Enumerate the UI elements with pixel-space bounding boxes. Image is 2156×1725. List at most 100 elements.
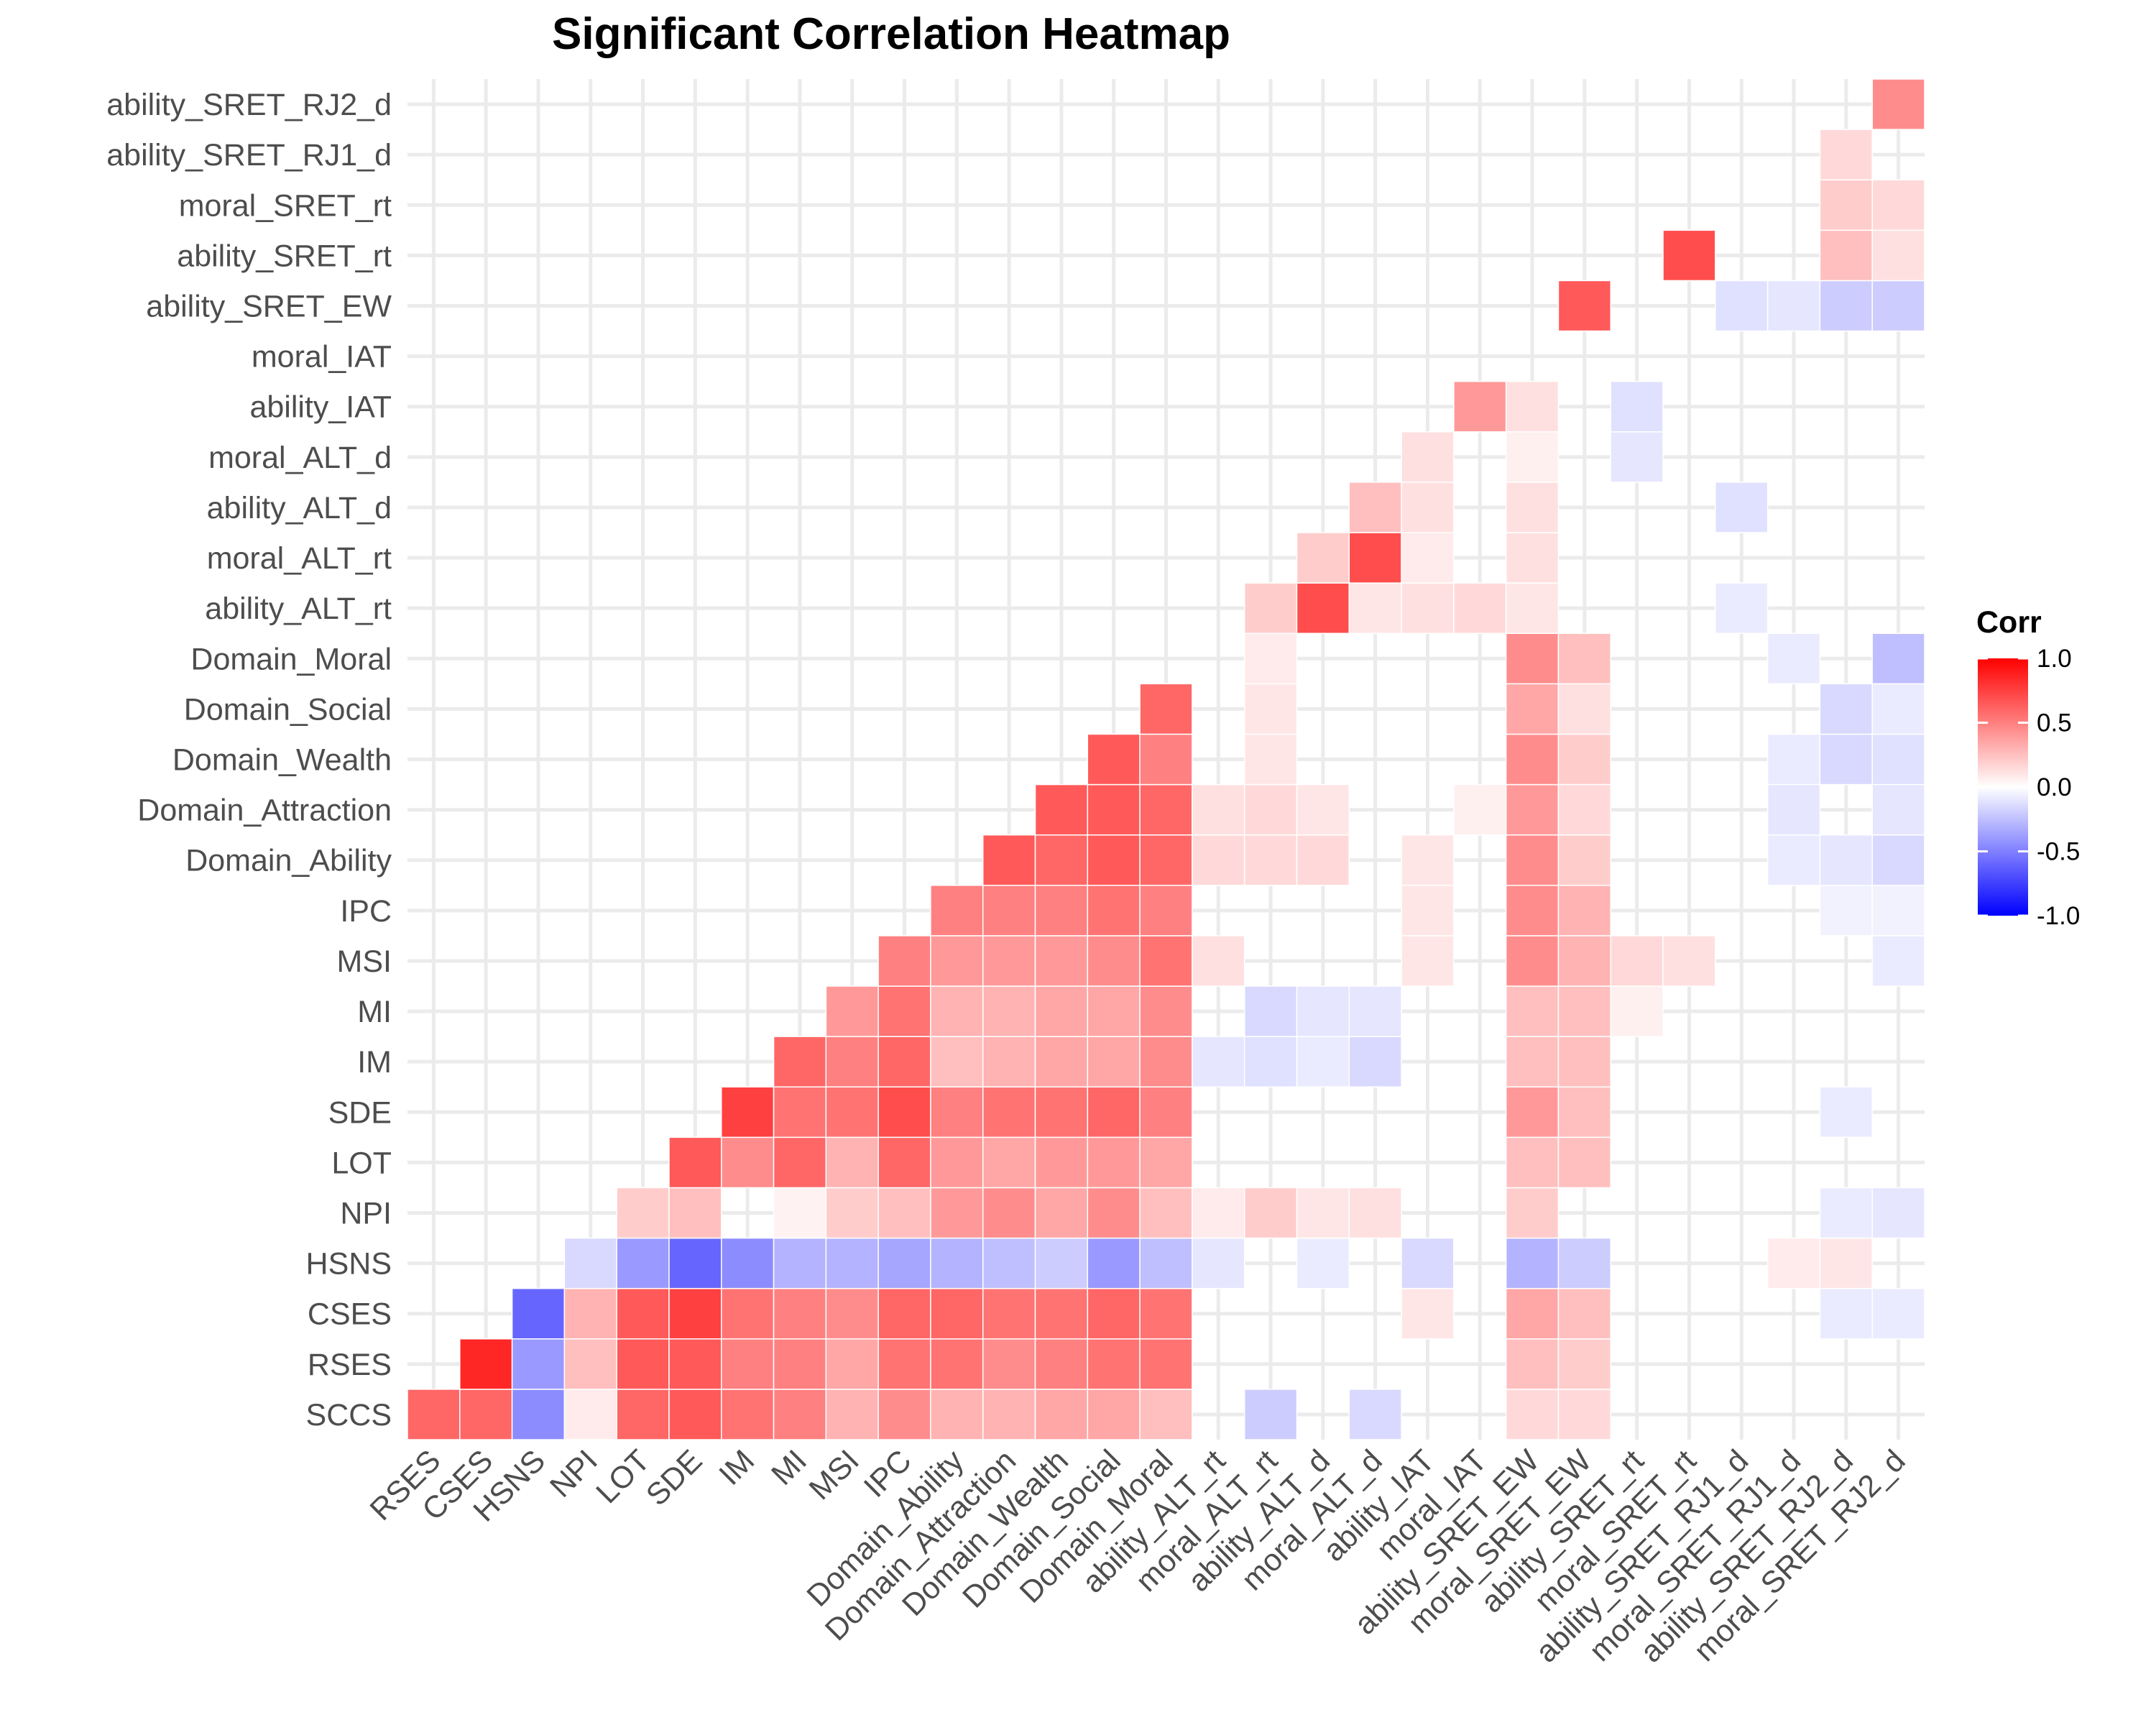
cell-LOT-IPC [877,1136,931,1189]
cell-NPI-moral_ALT_d [1348,1187,1402,1239]
cell-ability_SRET_RJ2_d-moral_SRET_RJ2_d [1871,78,1925,130]
cell-CSES-Domain_Moral [1139,1287,1193,1340]
y-tick-IM: IM [357,1045,392,1080]
cell-IPC-moral_SRET_RJ2_d [1871,885,1925,937]
legend-tick-label: -0.5 [2037,838,2080,866]
cell-NPI-ability_SRET_RJ2_d [1819,1187,1873,1239]
cell-SDE-MSI [825,1086,879,1138]
cell-ability_SRET_rt-ability_SRET_RJ2_d [1819,229,1873,282]
cell-Domain_Wealth-ability_SRET_RJ2_d [1819,733,1873,786]
cell-CSES-Domain_Attraction [982,1287,1036,1340]
cell-IM-moral_ALT_d [1348,1036,1402,1087]
cell-Domain_Attraction-ability_ALT_d [1296,783,1350,836]
cell-Domain_Social-moral_ALT_rt [1243,683,1298,735]
cell-MSI-ability_SRET_rt [1610,935,1664,987]
cell-HSNS-MI [773,1237,827,1289]
cell-MSI-moral_SRET_EW [1557,935,1611,987]
cell-Domain_Ability-moral_SRET_RJ1_d [1766,834,1821,886]
x-tick-SDE: SDE [640,1443,709,1512]
cell-IPC-Domain_Ability [930,885,984,937]
cell-NPI-Domain_Social [1087,1187,1141,1239]
cell-SCCS-MI [773,1389,827,1440]
cell-SCCS-IM [721,1389,775,1440]
cell-moral_ALT_rt-moral_ALT_d [1348,532,1402,584]
cell-Domain_Ability-moral_SRET_EW [1557,834,1611,886]
cell-SCCS-Domain_Social [1087,1389,1141,1440]
cell-ability_ALT_rt-ability_IAT [1401,582,1455,634]
y-tick-ability_ALT_d: ability_ALT_d [207,491,392,525]
cell-ability_ALT_d-moral_ALT_d [1348,482,1402,533]
cell-ability_SRET_EW-moral_SRET_RJ2_d [1871,280,1925,332]
cell-SCCS-HSNS [511,1389,566,1440]
cell-SDE-IM [721,1086,775,1138]
cell-HSNS-ability_ALT_rt [1192,1237,1245,1289]
cell-NPI-IPC [877,1187,931,1239]
cell-moral_SRET_rt-moral_SRET_RJ2_d [1871,179,1925,231]
cell-MI-ability_SRET_rt [1610,985,1664,1037]
cell-HSNS-ability_IAT [1401,1237,1455,1289]
cell-ability_SRET_EW-ability_SRET_RJ2_d [1819,280,1873,332]
y-tick-RSES: RSES [308,1348,392,1382]
cell-NPI-LOT [616,1187,670,1239]
cell-MSI-ability_IAT [1401,935,1455,987]
cell-ability_IAT-moral_IAT [1453,380,1507,433]
cell-LOT-MSI [825,1136,879,1189]
cell-Domain_Moral-moral_SRET_RJ1_d [1766,632,1821,685]
cell-Domain_Moral-moral_ALT_rt [1243,632,1298,685]
cell-ability_ALT_d-ability_SRET_RJ1_d [1715,482,1769,533]
cell-SDE-Domain_Moral [1139,1086,1193,1138]
legend-tick-label: 0.5 [2037,709,2072,737]
cell-HSNS-IM [721,1237,775,1289]
cell-CSES-ability_IAT [1401,1287,1455,1340]
cell-HSNS-NPI [563,1237,617,1289]
cell-HSNS-Domain_Moral [1139,1237,1193,1289]
cell-HSNS-IPC [877,1237,931,1289]
cell-ability_ALT_rt-moral_ALT_d [1348,582,1402,634]
cell-HSNS-moral_SRET_EW [1557,1237,1611,1289]
cell-LOT-Domain_Wealth [1034,1136,1089,1189]
y-tick-ability_ALT_rt: ability_ALT_rt [205,592,392,626]
cell-IM-IPC [877,1036,931,1087]
cell-Domain_Attraction-moral_SRET_RJ1_d [1766,783,1821,836]
cell-IM-MSI [825,1036,879,1087]
y-tick-moral_IAT: moral_IAT [252,340,392,374]
y-tick-Domain_Ability: Domain_Ability [185,844,392,878]
cell-IM-moral_SRET_EW [1557,1036,1611,1087]
cell-SCCS-IPC [877,1389,931,1440]
cell-MI-MSI [825,985,879,1037]
cell-Domain_Moral-moral_SRET_RJ2_d [1871,632,1925,685]
cell-MSI-Domain_Attraction [982,935,1036,987]
cell-RSES-IM [721,1338,775,1390]
cell-MSI-Domain_Social [1087,935,1141,987]
y-tick-CSES: CSES [308,1297,392,1332]
legend-tick-label: 1.0 [2037,645,2072,673]
cell-SDE-ability_SRET_RJ2_d [1819,1086,1873,1138]
y-tick-moral_SRET_rt: moral_SRET_rt [179,188,392,223]
cell-IM-Domain_Wealth [1034,1036,1089,1087]
cell-Domain_Wealth-Domain_Social [1087,733,1141,786]
cell-HSNS-Domain_Social [1087,1237,1141,1289]
y-tick-NPI: NPI [340,1197,392,1231]
cell-SDE-Domain_Social [1087,1086,1141,1138]
cell-LOT-Domain_Attraction [982,1136,1036,1189]
y-tick-Domain_Attraction: Domain_Attraction [137,794,392,828]
cell-SCCS-Domain_Ability [930,1389,984,1440]
cell-CSES-Domain_Social [1087,1287,1141,1340]
cell-MSI-Domain_Ability [930,935,984,987]
chart-title: Significant Correlation Heatmap [552,9,1230,59]
cell-RSES-Domain_Attraction [982,1338,1036,1390]
cell-ability_IAT-ability_SRET_EW [1505,380,1560,433]
cell-ability_SRET_RJ1_d-ability_SRET_RJ2_d [1819,129,1873,180]
cell-Domain_Social-ability_SRET_EW [1505,683,1560,735]
y-axis-tick-labels: SCCS RSES CSES HSNS NPI LOT SDE IM MI MSI IPC Domai… [106,88,392,1432]
y-tick-HSNS: HSNS [306,1247,392,1282]
cell-SDE-MI [773,1086,827,1138]
cell-Domain_Moral-ability_SRET_EW [1505,632,1560,685]
cell-Domain_Ability-Domain_Attraction [982,834,1036,886]
cell-RSES-HSNS [511,1338,566,1390]
cell-IM-ability_ALT_rt [1192,1036,1245,1087]
cell-LOT-moral_SRET_EW [1557,1136,1611,1189]
cell-Domain_Wealth-ability_SRET_EW [1505,733,1560,786]
cell-SDE-moral_SRET_EW [1557,1086,1611,1138]
